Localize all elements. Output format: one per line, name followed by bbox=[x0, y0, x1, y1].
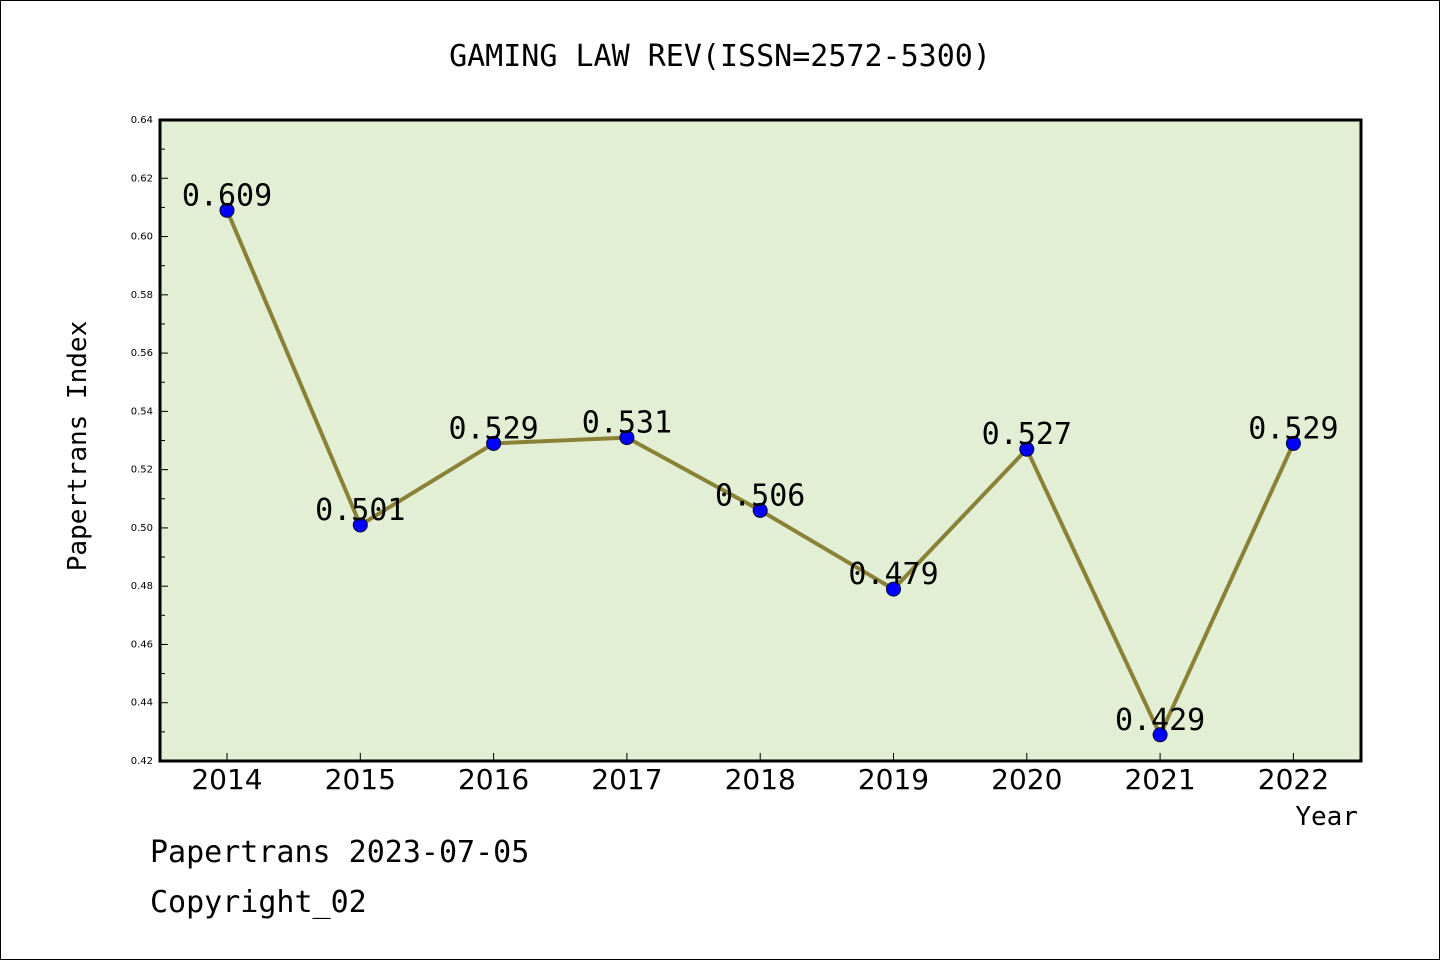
footer-copyright: Copyright_02 bbox=[150, 885, 367, 920]
data-point bbox=[219, 202, 235, 218]
data-point bbox=[752, 502, 768, 518]
x-tick-label: 2022 bbox=[1258, 763, 1329, 796]
data-point bbox=[1019, 441, 1035, 457]
data-label: 0.531 bbox=[582, 406, 672, 441]
x-tick-label: 2018 bbox=[725, 763, 796, 796]
data-point bbox=[486, 435, 502, 451]
y-tick-label: 0.52 bbox=[131, 465, 153, 476]
data-label: 0.527 bbox=[982, 417, 1072, 452]
y-tick-label: 0.44 bbox=[131, 698, 153, 709]
data-point bbox=[352, 517, 368, 533]
plot-area bbox=[158, 118, 1363, 763]
y-tick-label: 0.60 bbox=[131, 232, 153, 243]
x-tick-label: 2016 bbox=[458, 763, 529, 796]
y-tick-label: 0.46 bbox=[131, 639, 153, 650]
y-tick-label: 0.56 bbox=[131, 348, 153, 359]
data-label: 0.429 bbox=[1115, 703, 1205, 738]
data-point bbox=[1285, 435, 1301, 451]
data-point bbox=[886, 581, 901, 597]
data-label: 0.479 bbox=[848, 557, 938, 592]
data-label: 0.501 bbox=[315, 493, 405, 528]
chart-title: GAMING LAW REV(ISSN=2572-5300) bbox=[449, 39, 991, 74]
x-tick-label: 2021 bbox=[1124, 763, 1195, 796]
x-tick-label: 2017 bbox=[591, 763, 662, 796]
y-tick-label: 0.48 bbox=[131, 581, 153, 592]
y-tick-label: 0.62 bbox=[131, 173, 153, 184]
footer-date: Papertrans 2023-07-05 bbox=[150, 835, 530, 870]
y-axis-label: Papertrans Index bbox=[63, 321, 93, 571]
x-tick-label: 2014 bbox=[191, 763, 262, 796]
data-point bbox=[619, 430, 635, 446]
y-tick-label: 0.42 bbox=[131, 756, 153, 767]
data-label: 0.609 bbox=[182, 178, 272, 213]
x-axis-label: Year bbox=[1295, 802, 1358, 832]
x-tick-label: 2020 bbox=[991, 763, 1062, 796]
x-tick-label: 2015 bbox=[325, 763, 396, 796]
y-tick-label: 0.64 bbox=[131, 115, 153, 126]
y-tick-label: 0.54 bbox=[131, 406, 153, 417]
y-tick-label: 0.58 bbox=[131, 290, 153, 301]
y-tick-label: 0.50 bbox=[131, 523, 153, 534]
x-tick-label: 2019 bbox=[858, 763, 929, 796]
x-axis: 2014 2015 2016 2017 2018 2019 2020 2021 2022 bbox=[191, 753, 1329, 796]
data-label: 0.506 bbox=[715, 478, 805, 513]
data-labels: 0.609 0.501 0.529 0.531 0.506 0.479 0.527 0.429… bbox=[182, 178, 1339, 737]
data-label: 0.529 bbox=[1248, 411, 1338, 446]
y-axis: 0.42 0.44 0.46 0.48 0.50 0.52 0.54 0.56 0.58 0.60… bbox=[131, 115, 168, 767]
data-label: 0.529 bbox=[448, 411, 538, 446]
series-markers bbox=[219, 202, 1301, 743]
data-point bbox=[1152, 727, 1168, 743]
